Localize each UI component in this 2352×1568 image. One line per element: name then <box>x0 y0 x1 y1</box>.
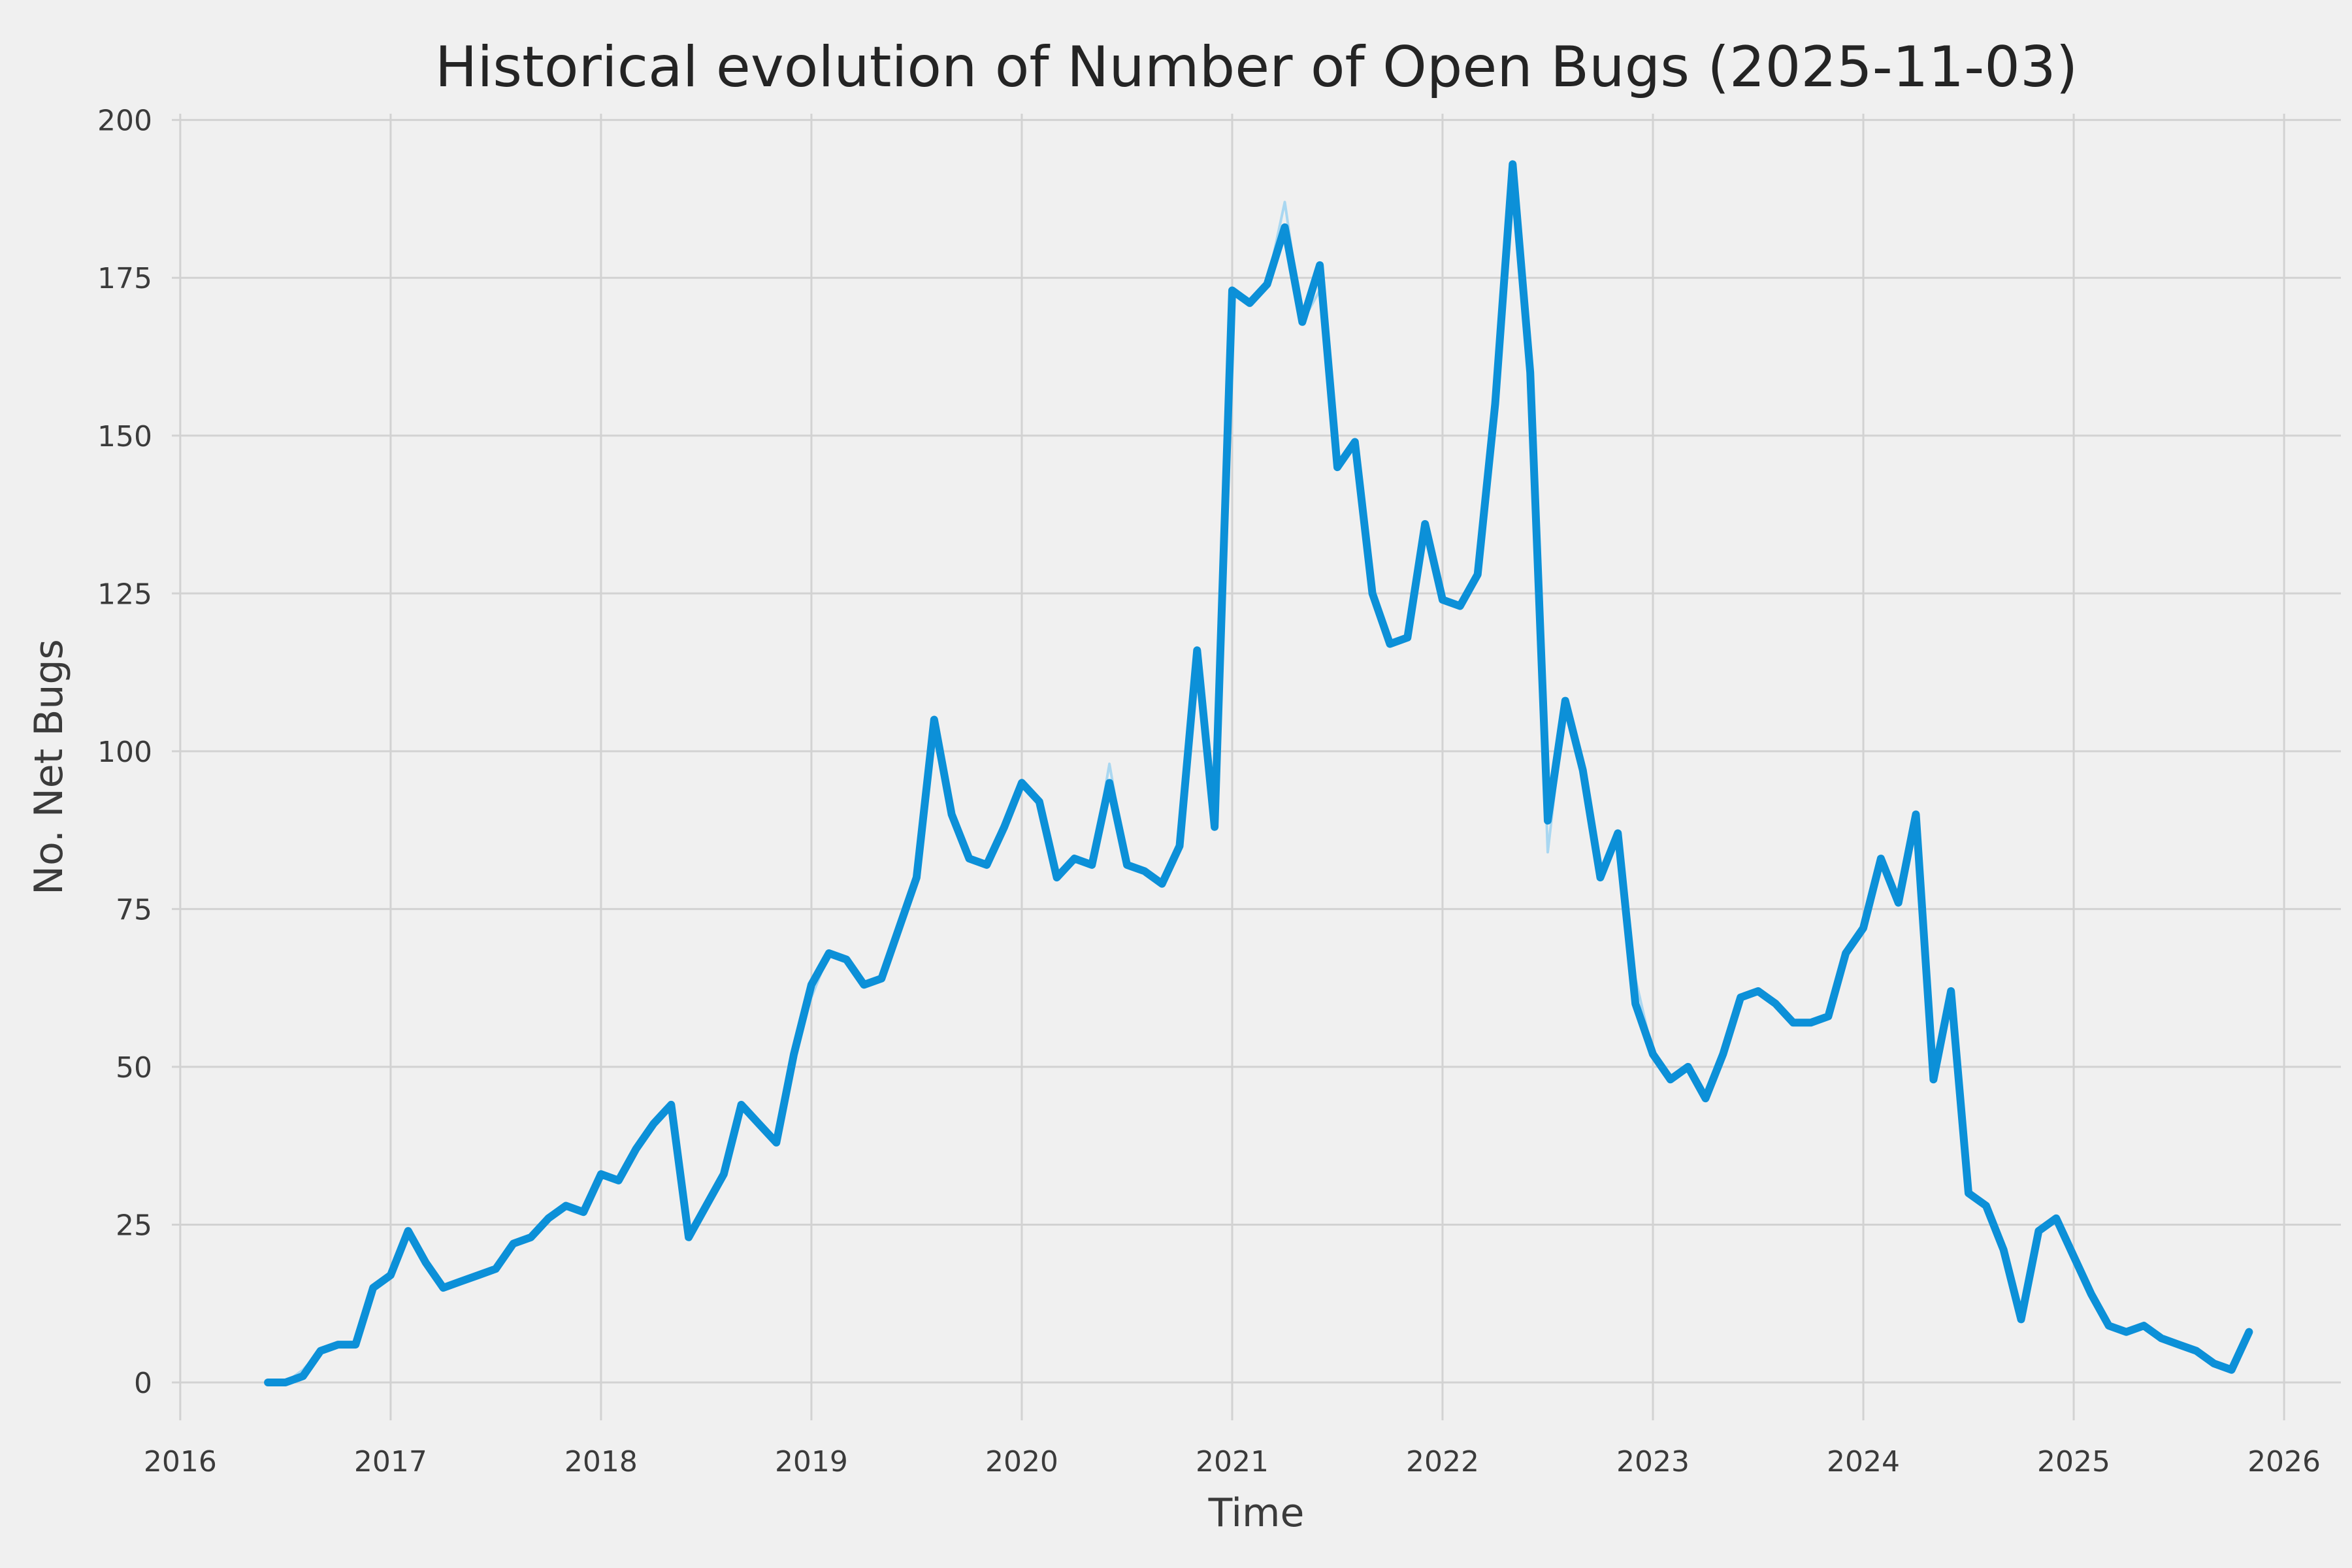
y-tick-label: 125 <box>97 578 152 611</box>
y-tick-label: 175 <box>97 262 152 295</box>
y-tick-label: 0 <box>134 1367 152 1400</box>
x-axis-label: Time <box>1208 1490 1305 1536</box>
x-tick-label: 2020 <box>985 1445 1058 1478</box>
y-tick-label: 200 <box>97 105 152 138</box>
series-lines <box>264 160 2253 1386</box>
y-axis-label: No. Net Bugs <box>26 639 72 895</box>
x-tick-label: 2018 <box>564 1445 638 1478</box>
open-bugs-raw-line <box>267 163 2251 1384</box>
x-tick-label: 2024 <box>1827 1445 1900 1478</box>
x-tick-label: 2023 <box>1616 1445 1690 1478</box>
y-tick-label: 25 <box>116 1209 152 1242</box>
open-bugs-line <box>264 160 2253 1386</box>
tick-labels: 0 25 50 75 100 125 150 175 200 2016 2017 2018 2019 20… <box>97 105 2321 1478</box>
x-tick-label: 2021 <box>1196 1445 1269 1478</box>
y-tick-label: 75 <box>116 893 152 926</box>
y-tick-label: 100 <box>97 736 152 769</box>
y-tick-label: 50 <box>116 1051 152 1085</box>
x-tick-label: 2016 <box>144 1445 217 1478</box>
gridlines <box>172 114 2341 1420</box>
chart-title: Historical evolution of Number of Open B… <box>435 35 2078 100</box>
x-tick-label: 2019 <box>775 1445 848 1478</box>
x-tick-label: 2017 <box>354 1445 427 1478</box>
x-tick-label: 2026 <box>2247 1445 2321 1478</box>
y-tick-label: 150 <box>97 420 152 453</box>
x-tick-label: 2022 <box>1406 1445 1479 1478</box>
x-tick-label: 2025 <box>2037 1445 2110 1478</box>
